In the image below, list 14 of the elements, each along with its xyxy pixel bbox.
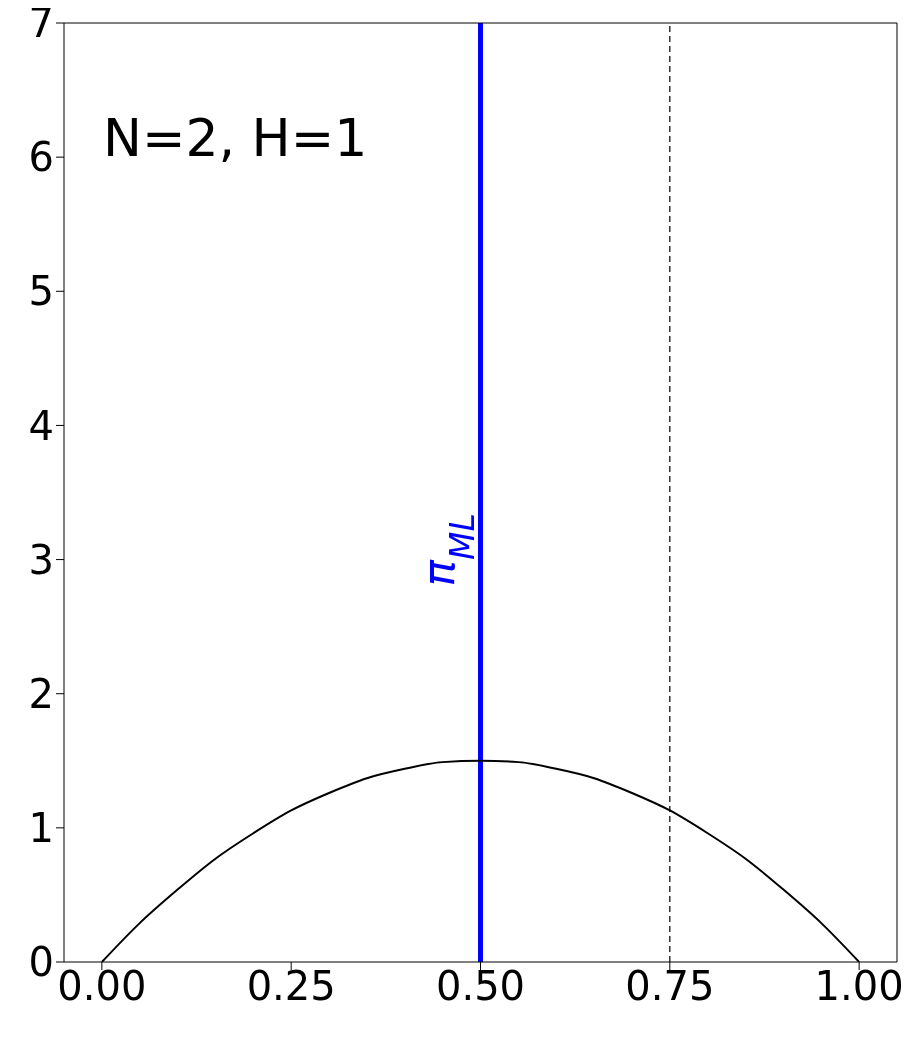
y-tick-label: 0 — [28, 939, 54, 986]
y-tick-label: 1 — [28, 805, 54, 852]
x-tick-label: 1.00 — [814, 963, 904, 1010]
y-tick-label: 3 — [28, 536, 54, 583]
y-tick-label: 2 — [28, 670, 54, 717]
x-tick-label: 0.75 — [625, 963, 715, 1010]
y-tick-label: 7 — [28, 0, 54, 47]
y-tick-label: 5 — [28, 268, 54, 315]
x-tick-label: 0.25 — [246, 963, 336, 1010]
y-tick-label: 4 — [28, 402, 54, 449]
annotation: N=2, H=1 — [103, 108, 368, 168]
x-tick-label: 0.00 — [57, 963, 147, 1010]
y-tick-label: 6 — [28, 134, 54, 181]
x-tick-label: 0.50 — [435, 963, 526, 1010]
